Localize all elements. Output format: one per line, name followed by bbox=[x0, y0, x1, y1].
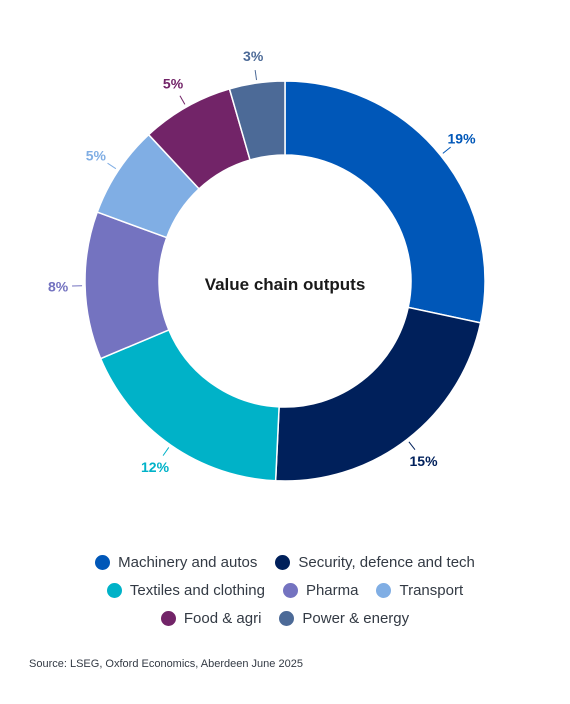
legend-label: Security, defence and tech bbox=[298, 553, 475, 571]
slice-security-defence-and-tech bbox=[274, 306, 482, 482]
leader-security-defence-and-tech bbox=[408, 441, 416, 451]
slice-machinery-and-autos bbox=[284, 80, 486, 324]
legend-swatch bbox=[275, 554, 291, 570]
legend-swatch bbox=[376, 582, 392, 598]
legend-label: Pharma bbox=[305, 581, 359, 599]
chart-center-title: Value chain outputs bbox=[205, 275, 366, 294]
legend-swatch bbox=[95, 554, 111, 570]
leader-transport bbox=[107, 162, 117, 170]
leader-machinery-and-autos bbox=[442, 146, 451, 154]
leader-textiles-and-clothing bbox=[162, 447, 170, 456]
label-food-and-agri: 5% bbox=[163, 76, 184, 92]
label-power-and-energy: 3% bbox=[243, 48, 264, 64]
legend-row: Textiles and clothing Pharma Transport bbox=[0, 576, 570, 604]
chart-legend: Machinery and autos Security, defence and… bbox=[0, 548, 570, 632]
donut-chart: 19% 15% 12% 8% 5% 5% 3% Value chain outputs bbox=[48, 48, 486, 482]
label-machinery-and-autos: 19% bbox=[448, 130, 477, 146]
leader-food-and-agri bbox=[179, 95, 186, 105]
legend-swatch bbox=[279, 610, 295, 626]
legend-swatch bbox=[160, 610, 176, 626]
legend-item-pharma: Pharma bbox=[282, 581, 359, 599]
legend-label: Machinery and autos bbox=[118, 553, 258, 571]
label-pharma: 8% bbox=[48, 278, 69, 294]
label-leader-lines bbox=[72, 70, 451, 456]
slice-textiles-and-clothing bbox=[99, 328, 280, 482]
legend-item-power-and-energy: Power & energy bbox=[279, 610, 409, 627]
percentage-labels: 19% 15% 12% 8% 5% 5% 3% bbox=[48, 48, 476, 475]
legend-row: Food & agri Power & energy bbox=[0, 604, 570, 632]
source-note: Source: LSEG, Oxford Economics, Aberdeen… bbox=[29, 658, 303, 670]
label-security-defence-and-tech: 15% bbox=[410, 453, 439, 469]
legend-item-security-defence-and-tech: Security, defence and tech bbox=[275, 554, 475, 571]
donut-slices bbox=[84, 80, 486, 482]
label-textiles-and-clothing: 12% bbox=[141, 459, 170, 475]
legend-swatch bbox=[282, 582, 298, 598]
legend-item-textiles-and-clothing: Textiles and clothing bbox=[106, 581, 265, 599]
legend-swatch bbox=[106, 582, 122, 598]
legend-item-food-and-agri: Food & agri bbox=[160, 609, 262, 627]
legend-item-transport: Transport bbox=[376, 582, 463, 599]
legend-label: Power & energy bbox=[302, 609, 410, 627]
label-transport: 5% bbox=[86, 147, 107, 163]
legend-label: Transport bbox=[399, 581, 464, 599]
leader-power-and-energy bbox=[254, 70, 258, 81]
legend-item-machinery-and-autos: Machinery and autos bbox=[95, 554, 257, 571]
legend-label: Textiles and clothing bbox=[129, 581, 265, 599]
slice-power-and-energy bbox=[228, 80, 286, 161]
legend-label: Food & agri bbox=[183, 609, 262, 627]
legend-row: Machinery and autos Security, defence and… bbox=[0, 548, 570, 576]
